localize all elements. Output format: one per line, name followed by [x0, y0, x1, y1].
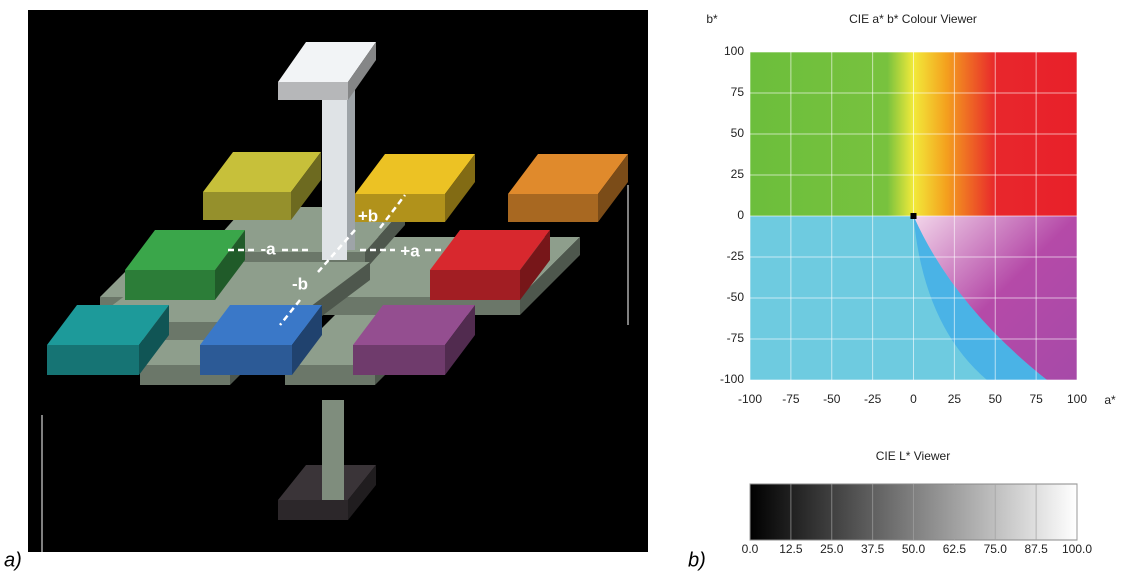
box-front	[278, 82, 348, 100]
box-side	[292, 305, 322, 375]
box-top	[200, 305, 322, 345]
x-tick-label: 25	[948, 392, 962, 406]
box-top	[508, 154, 628, 194]
x-tick-label: 0	[910, 392, 917, 406]
chart-title: CIE a* b* Colour Viewer	[849, 12, 977, 26]
x-tick-label: 87.5	[1024, 542, 1048, 556]
x-tick-label: 75.0	[984, 542, 1008, 556]
box-front	[353, 345, 445, 375]
axis-label: -b	[292, 274, 308, 293]
point	[910, 213, 917, 219]
box-front	[200, 345, 292, 375]
box-top	[355, 154, 475, 194]
box-side	[348, 465, 376, 520]
box-top	[278, 42, 376, 82]
box-side	[598, 154, 628, 222]
y-axis-label: b*	[706, 12, 718, 26]
box-side	[348, 42, 376, 100]
x-tick-label: 75	[1029, 392, 1043, 406]
pillar	[322, 400, 344, 500]
color-solid-diagram	[47, 42, 628, 520]
box-top	[47, 305, 169, 345]
axis-label: +a	[400, 241, 420, 260]
x-tick-label: 50	[989, 392, 1003, 406]
x-tick-label: 50.0	[902, 542, 926, 556]
pillar	[322, 100, 347, 260]
box-top	[203, 152, 321, 192]
box-front	[355, 194, 445, 222]
box-side	[215, 230, 245, 300]
y-tick-label: -25	[727, 249, 745, 263]
y-tick-label: 0	[737, 208, 744, 222]
x-tick-label: -100	[738, 392, 762, 406]
box-top	[430, 230, 550, 270]
y-tick-label: 25	[731, 167, 745, 181]
box-front	[508, 194, 598, 222]
box-top	[353, 305, 475, 345]
box-front	[430, 270, 520, 300]
x-tick-label: 0.0	[742, 542, 759, 556]
panel-label: b)	[688, 549, 706, 571]
x-tick-label: 100	[1067, 392, 1087, 406]
box-side	[365, 207, 405, 270]
y-tick-label: 75	[731, 85, 745, 99]
x-tick-label: 25.0	[820, 542, 844, 556]
y-tick-label: 100	[724, 44, 744, 58]
x-tick-label: -50	[823, 392, 841, 406]
box-top	[125, 230, 245, 270]
x-tick-label: 100.0	[1062, 542, 1092, 556]
chart-title: CIE L* Viewer	[876, 449, 950, 463]
x-tick-label: -75	[782, 392, 800, 406]
panel-label: a)	[4, 549, 22, 571]
box-side	[139, 305, 169, 375]
box-side	[291, 152, 321, 220]
x-tick-label: 12.5	[779, 542, 803, 556]
axis-arrows	[228, 194, 445, 326]
axis-label: +b	[358, 206, 378, 225]
plot-area: -100 -75 -50 -25 0 25 50 75 100 -100 -75 -50 -25 0 25 5…	[720, 44, 1092, 556]
box-front	[125, 270, 215, 300]
x-axis-label: a*	[1104, 393, 1116, 407]
axis-label: -a	[260, 239, 276, 258]
x-tick-label: 37.5	[861, 542, 885, 556]
box-front	[285, 365, 375, 385]
x-tick-label: -25	[864, 392, 882, 406]
box-side	[520, 230, 550, 300]
box-side	[520, 237, 580, 315]
y-tick-label: -100	[720, 372, 744, 386]
y-tick-label: 50	[731, 126, 745, 140]
x-tick-label: 62.5	[943, 542, 967, 556]
y-tick-label: -50	[727, 290, 745, 304]
box-side	[445, 154, 475, 222]
box-front	[278, 500, 348, 520]
box-front	[47, 345, 139, 375]
pillar-side	[347, 90, 355, 250]
box-side	[445, 305, 475, 375]
box-front	[203, 192, 291, 220]
y-tick-label: -75	[727, 331, 745, 345]
